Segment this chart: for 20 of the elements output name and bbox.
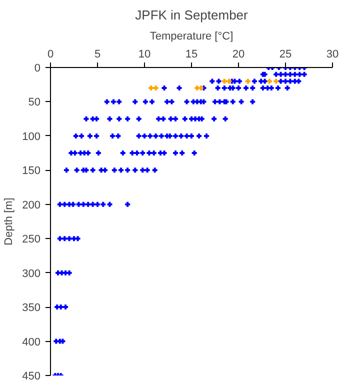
- y-tick-label: 100: [22, 130, 41, 143]
- y-tick-label: 400: [22, 336, 41, 348]
- y-tick-label: 150: [22, 165, 41, 178]
- y-tick-label: 50: [28, 96, 41, 109]
- x-tick-label: 10: [138, 48, 151, 60]
- y-tick-label: 250: [22, 234, 41, 246]
- y-tick-label: 200: [22, 199, 41, 212]
- x-tick-label: 20: [232, 48, 245, 60]
- x-tick-label: 0: [47, 48, 54, 60]
- x-axis-title: Temperature [°C]: [150, 30, 234, 42]
- chart-title: JPFK in September: [135, 8, 249, 22]
- x-tick-label: 15: [185, 48, 198, 60]
- y-tick-label: 0: [34, 62, 41, 74]
- x-tick-label: 5: [94, 48, 101, 60]
- y-tick-label: 350: [22, 302, 41, 314]
- y-tick-label: 300: [22, 268, 41, 280]
- y-tick-label: 450: [22, 370, 41, 382]
- x-tick-label: 25: [279, 48, 292, 60]
- y-axis-title: Depth [m]: [3, 198, 16, 246]
- x-tick-label: 30: [326, 48, 339, 60]
